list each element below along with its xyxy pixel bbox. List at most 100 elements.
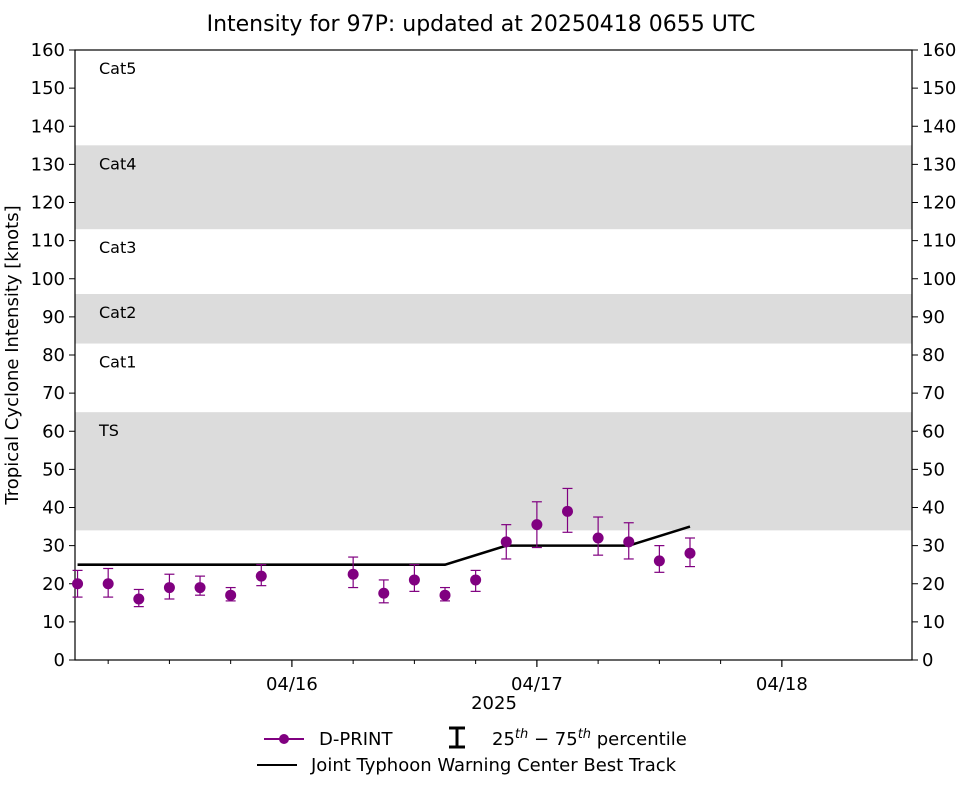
y-tick-label-left: 100 xyxy=(31,269,65,290)
y-tick-label-right: 130 xyxy=(922,154,956,175)
y-tick-label-left: 30 xyxy=(42,536,65,557)
legend-dprint-label: D-PRINT xyxy=(319,729,393,750)
dprint-point-group xyxy=(653,545,665,573)
y-tick-label-left: 120 xyxy=(31,193,65,214)
dprint-point-group xyxy=(194,575,206,596)
legend: D-PRINT 25th − 75th percentile Joint Typ… xyxy=(257,726,687,776)
category-label-cat3: Cat3 xyxy=(99,238,136,257)
y-tick-label-left: 110 xyxy=(31,231,65,252)
y-tick-label-right: 60 xyxy=(922,421,945,442)
y-tick-label-left: 140 xyxy=(31,116,65,137)
category-label-ts: TS xyxy=(98,421,119,440)
dprint-point-group xyxy=(562,487,574,533)
y-tick-label-left: 160 xyxy=(31,40,65,61)
dprint-point xyxy=(133,593,145,605)
dprint-point-group xyxy=(470,569,482,592)
y-tick-label-left: 20 xyxy=(42,574,65,595)
y-tick-label-right: 100 xyxy=(922,269,956,290)
dprint-point xyxy=(684,547,696,559)
dprint-point xyxy=(102,578,114,590)
y-tick-label-left: 10 xyxy=(42,612,65,633)
category-label-cat2: Cat2 xyxy=(99,303,136,322)
dprint-point-group xyxy=(102,567,114,598)
dprint-point xyxy=(439,589,451,601)
y-tick-label-left: 0 xyxy=(54,650,65,671)
band-cat2 xyxy=(75,294,912,344)
legend-besttrack-label: Joint Typhoon Warning Center Best Track xyxy=(310,755,677,776)
x-tick-label: 04/16 xyxy=(266,674,318,695)
legend-percentile-label: 25th − 75th percentile xyxy=(492,727,687,750)
y-tick-label-left: 60 xyxy=(42,421,65,442)
y-tick-label-right: 160 xyxy=(922,40,956,61)
x-tick-label: 04/17 xyxy=(511,674,563,695)
dprint-point-group xyxy=(225,586,237,602)
y-tick-label-right: 140 xyxy=(922,116,956,137)
dprint-point xyxy=(500,536,512,548)
y-tick-label-right: 40 xyxy=(922,498,945,519)
y-tick-label-right: 110 xyxy=(922,231,956,252)
dprint-point-group xyxy=(72,569,84,598)
x-axis-label: 2025 xyxy=(471,693,517,714)
dprint-point-group xyxy=(684,537,696,568)
dprint-point-group xyxy=(133,588,145,608)
dprint-point xyxy=(653,555,665,567)
y-tick-label-right: 90 xyxy=(922,307,945,328)
legend-percentile-symbol xyxy=(449,726,465,749)
band-cat4 xyxy=(75,145,912,230)
dprint-point xyxy=(470,574,482,586)
y-tick-label-left: 70 xyxy=(42,383,65,404)
category-label-cat1: Cat1 xyxy=(99,353,136,372)
y-tick-label-left: 130 xyxy=(31,154,65,175)
y-tick-label-right: 10 xyxy=(922,612,945,633)
dprint-point xyxy=(623,536,635,548)
y-axis-left: 0 10 20 30 40 50 60 70 80 90 100 110 120 130 140 150 160 xyxy=(31,40,75,671)
dprint-point-group xyxy=(163,573,175,600)
dprint-point-group xyxy=(378,579,390,604)
dprint-point xyxy=(255,570,267,582)
y-axis-label: Tropical Cyclone Intensity [knots] xyxy=(2,205,23,505)
legend-dprint-marker xyxy=(279,734,289,744)
dprint-point-group xyxy=(592,516,604,556)
dprint-point xyxy=(408,574,420,586)
plot-frame xyxy=(74,49,913,661)
dprint-point xyxy=(378,587,390,599)
dprint-point xyxy=(347,568,359,580)
dprint-point-group xyxy=(255,564,267,587)
x-axis: 04/16 04/17 04/18 xyxy=(107,660,808,695)
dprint-point xyxy=(562,505,574,517)
y-tick-label-left: 80 xyxy=(42,345,65,366)
category-label-cat5: Cat5 xyxy=(99,59,136,78)
y-tick-label-left: 40 xyxy=(42,498,65,519)
y-tick-label-right: 80 xyxy=(922,345,945,366)
y-tick-label-right: 150 xyxy=(922,78,956,99)
dprint-point xyxy=(592,532,604,544)
category-bands xyxy=(75,145,912,531)
dprint-point-group xyxy=(347,556,359,589)
y-tick-label-left: 90 xyxy=(42,307,65,328)
y-tick-label-right: 120 xyxy=(922,193,956,214)
category-label-cat4: Cat4 xyxy=(99,154,136,173)
y-tick-label-right: 30 xyxy=(922,536,945,557)
y-tick-label-right: 50 xyxy=(922,459,945,480)
dprint-point-group xyxy=(500,524,512,560)
y-tick-label-right: 0 xyxy=(922,650,933,671)
y-tick-label-right: 70 xyxy=(922,383,945,404)
dprint-point xyxy=(225,589,237,601)
dprint-point-group xyxy=(439,586,451,602)
dprint-series xyxy=(72,487,696,608)
dprint-point xyxy=(194,582,206,594)
y-tick-label-left: 50 xyxy=(42,459,65,480)
y-axis-right: 0 10 20 30 40 50 60 70 80 90 100 110 120 130 140 150 160 xyxy=(912,40,956,671)
dprint-point-group xyxy=(531,501,543,549)
chart-title: Intensity for 97P: updated at 20250418 0… xyxy=(207,12,756,37)
category-labels: TS Cat1 Cat2 Cat3 Cat4 Cat5 xyxy=(98,59,136,440)
dprint-point xyxy=(531,519,543,531)
y-tick-label-right: 20 xyxy=(922,574,945,595)
dprint-point-group xyxy=(408,564,420,592)
y-tick-label-left: 150 xyxy=(31,78,65,99)
band-ts xyxy=(75,412,912,531)
x-tick-label: 04/18 xyxy=(756,674,808,695)
dprint-point-group xyxy=(623,522,635,560)
dprint-point xyxy=(72,578,84,590)
